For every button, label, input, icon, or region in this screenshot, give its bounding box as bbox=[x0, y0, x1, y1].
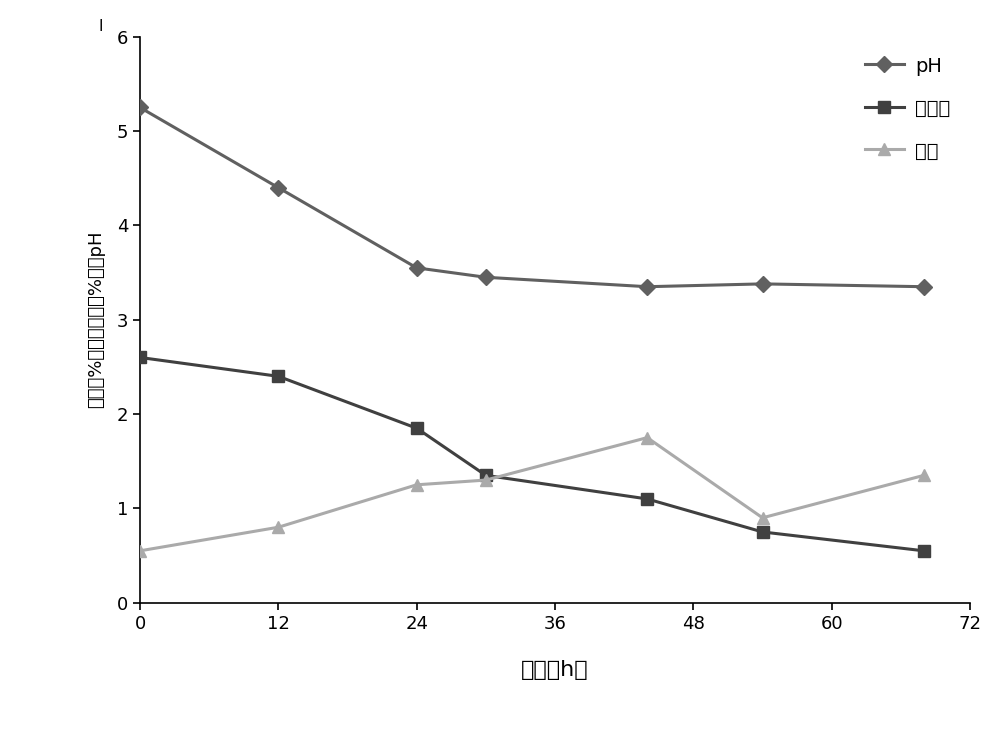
Text: I: I bbox=[99, 19, 103, 34]
Y-axis label: 干重（%），还原糖（%），pH: 干重（%），还原糖（%），pH bbox=[88, 231, 106, 409]
X-axis label: 时间（h）: 时间（h） bbox=[521, 660, 589, 681]
Legend: pH, 还原糖, 干重: pH, 还原糖, 干重 bbox=[855, 46, 960, 171]
